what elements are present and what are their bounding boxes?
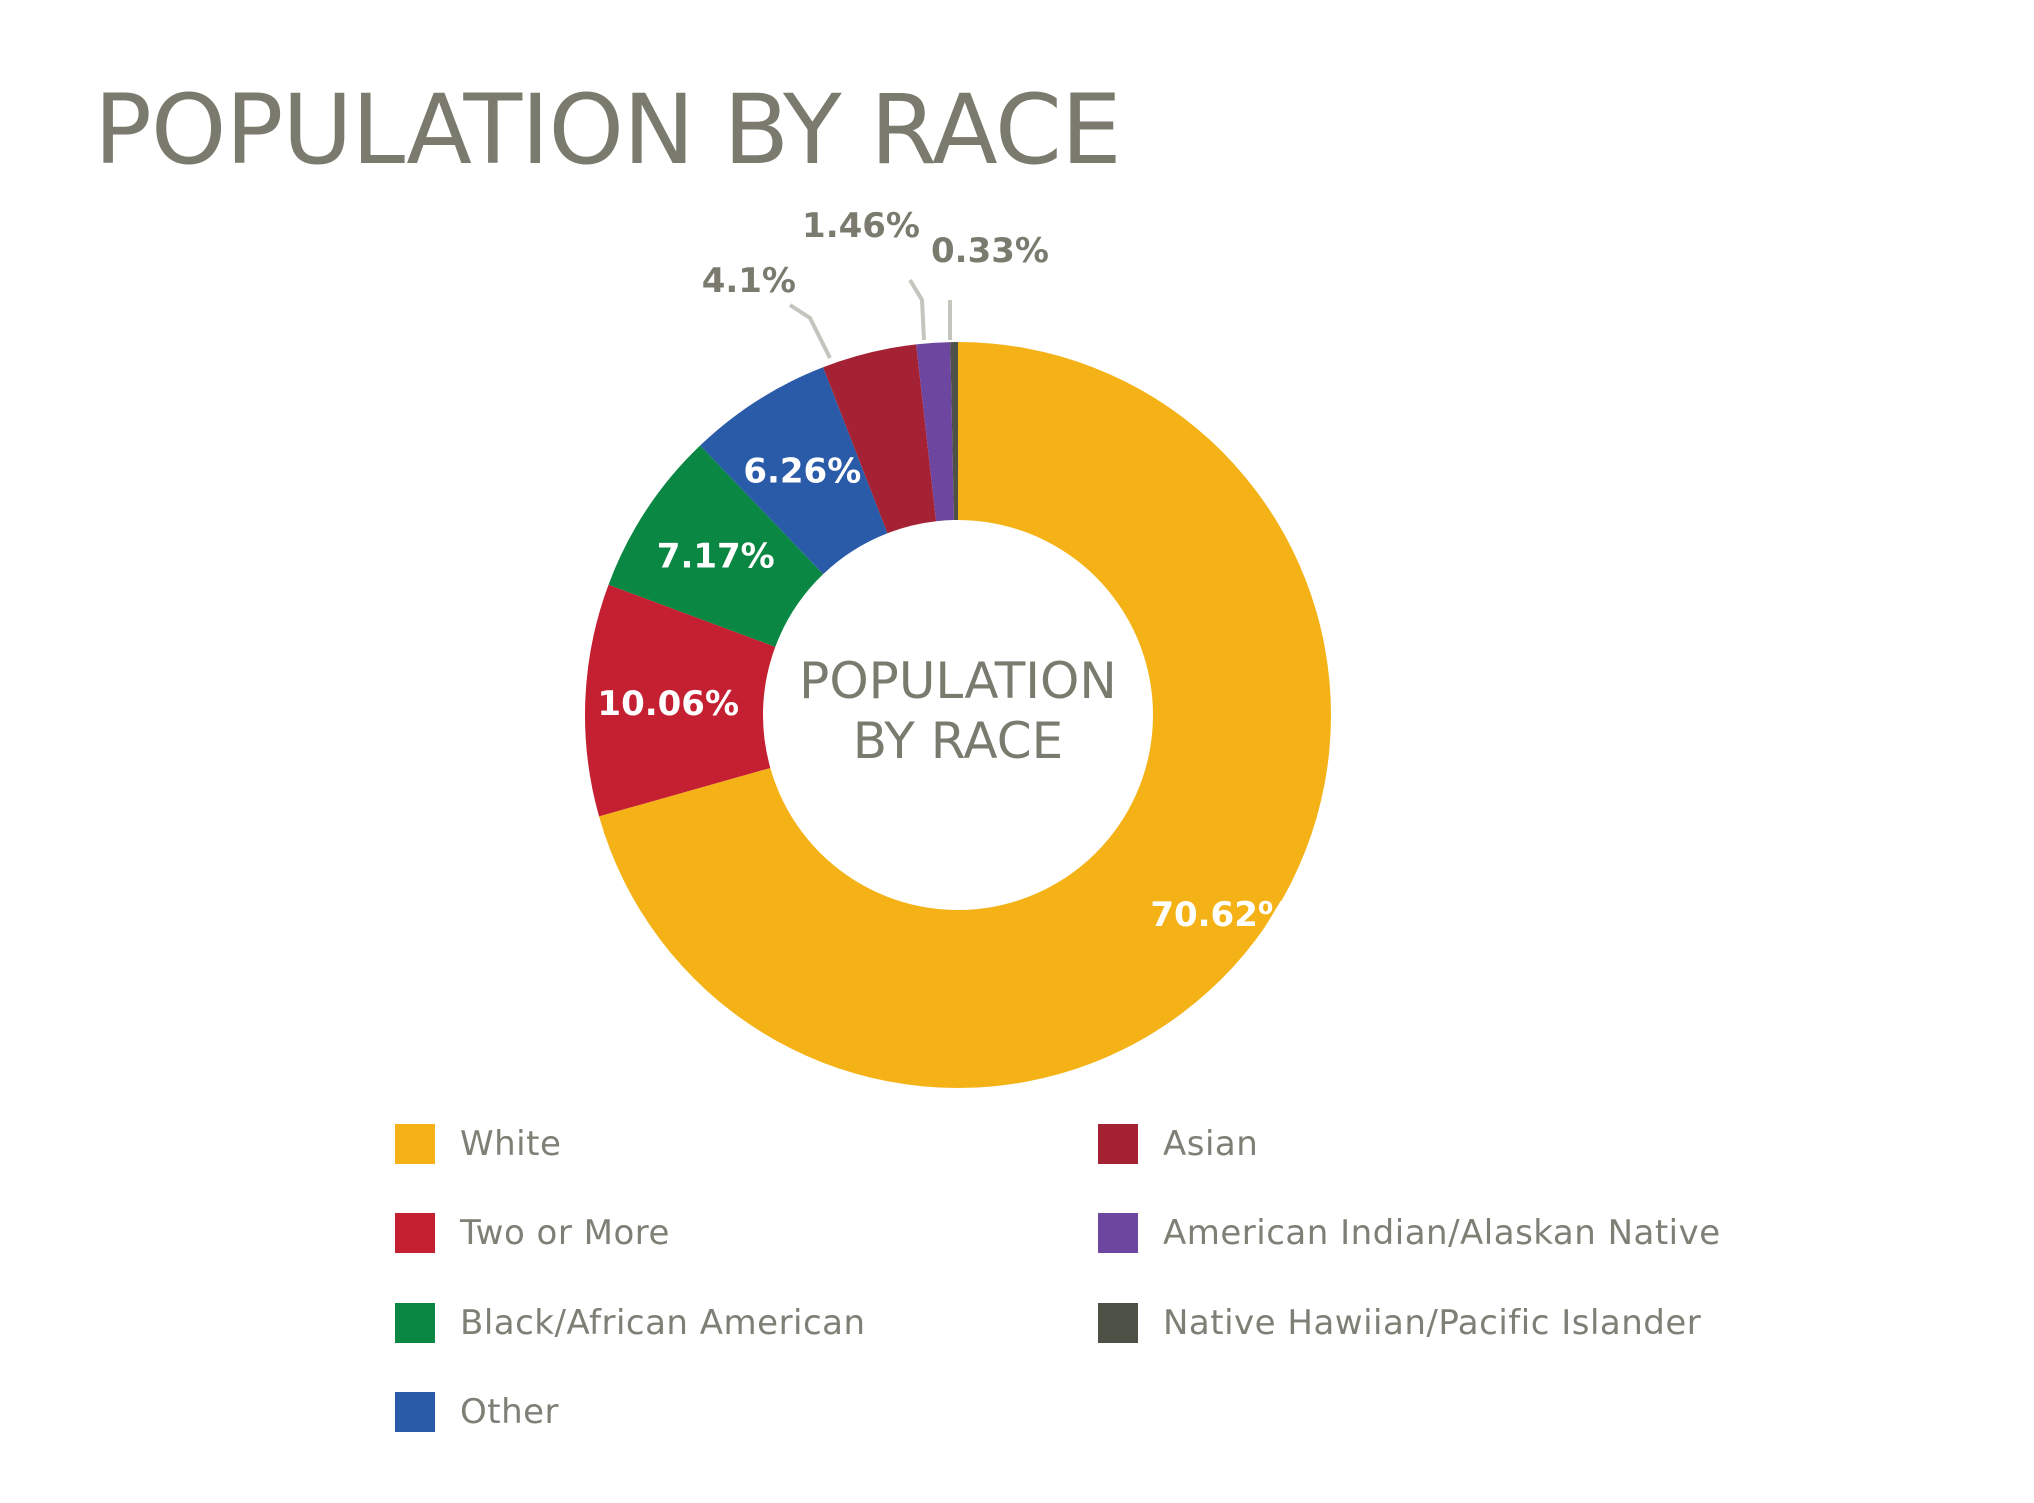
legend-swatch [395,1303,435,1343]
center-label-line-1: POPULATION [799,652,1117,710]
slice-label-native-hawiian-pacific-islander: 0.33% [931,231,1049,271]
legend-label: Asian [1163,1124,1259,1164]
slice-label-other: 6.26% [743,451,861,491]
legend-label: Two or More [460,1213,670,1253]
legend-item-other: Other [395,1390,559,1434]
legend-item-black-african-american: Black/African American [395,1301,866,1345]
slice-black-african-american [608,445,824,647]
slice-white [599,342,1331,1089]
donut-slices [585,342,1331,1089]
legend-item-american-indian-alaskan-native: American Indian/Alaskan Native [1098,1211,1721,1255]
slice-label-white: 70.62% [1150,895,1292,935]
slice-asian [823,344,937,534]
legend-label: Other [460,1392,560,1432]
legend-item-asian: Asian [1098,1122,1258,1166]
slice-label-two-or-more: 10.06% [597,684,739,724]
page-title: POPULATION BY RACE [94,74,1122,186]
legend-swatch [395,1213,435,1253]
legend-swatch [1098,1213,1138,1253]
slice-label-american-indian-alaskan-native: 1.46% [802,206,920,246]
slice-labels: 70.62% 10.06% 7.17% 6.26% 4.1%1.46% 0.33% [597,206,1292,935]
legend-swatch [395,1392,435,1432]
legend-label: White [460,1124,562,1164]
slice-native-hawiian-pacific-islander [950,342,958,521]
legend-label: American Indian/Alaskan Native [1163,1213,1721,1253]
slice-other [700,367,888,575]
slice-two-or-more [585,584,776,817]
legend-label: Native Hawiian/Pacific Islander [1163,1303,1702,1343]
legend-label: Black/African American [460,1303,866,1343]
leader-line-american-indian-alaskan-native [908,278,926,341]
legend-item-white: White [395,1122,561,1166]
legend-swatch [1098,1124,1138,1164]
legend-swatch [395,1124,435,1164]
leader-line-asian [788,303,832,359]
slice-american-indian-alaskan-native [916,342,954,522]
legend-swatch [1098,1303,1138,1343]
slice-label-black-african-american: 7.17% [657,537,775,577]
slice-label-asian: 4.1% [702,261,796,301]
legend-item-two-or-more: Two or More [395,1211,670,1255]
center-label-line-2: BY RACE [853,712,1064,770]
legend-item-native-hawiian-pacific-islander: Native Hawiian/Pacific Islander [1098,1301,1701,1345]
leader-lines [788,278,952,359]
